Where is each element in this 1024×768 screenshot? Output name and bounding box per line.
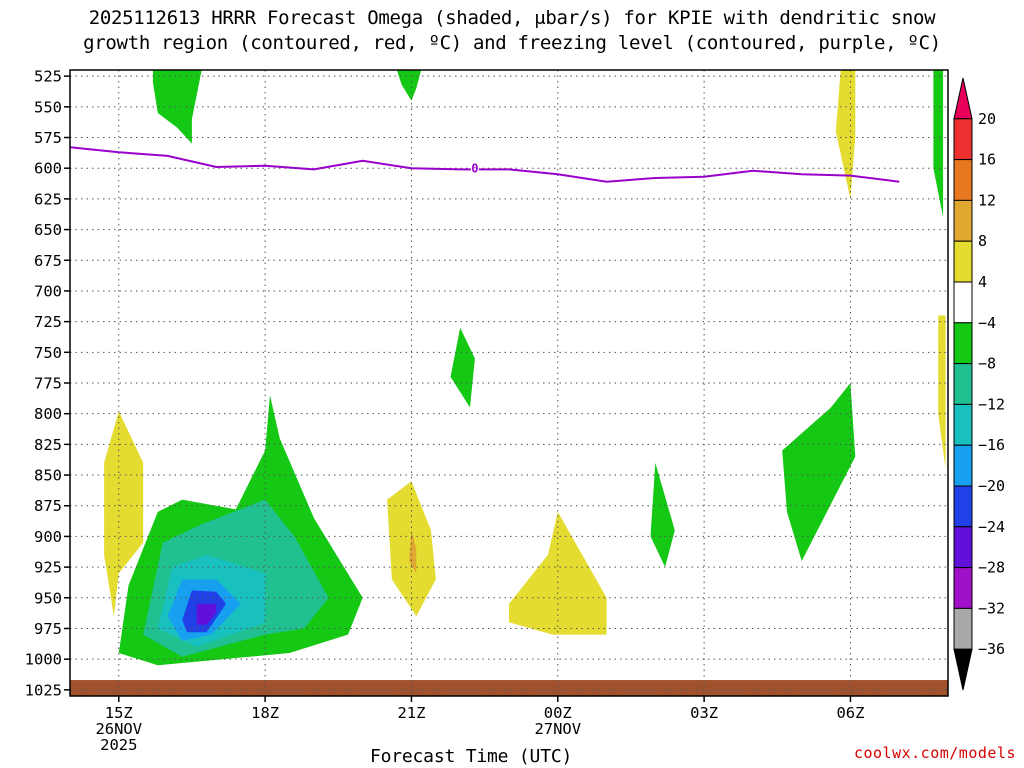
omega-region-1	[396, 70, 422, 101]
colorbar-segment-11	[953, 526, 973, 569]
omega-region-17	[409, 530, 417, 574]
y-tick-label-20: 1025	[25, 681, 62, 699]
colorbar-segment-9	[953, 444, 973, 487]
x-tick-label-0-0: 15Z	[105, 704, 133, 722]
plot-area: 0	[69, 69, 949, 697]
y-tick-label-2: 575	[34, 129, 62, 147]
omega-region-15	[835, 70, 856, 199]
colorbar-label-5: −4	[978, 314, 996, 332]
omega-region-6	[782, 383, 856, 561]
y-tick-label-9: 750	[34, 344, 62, 362]
colorbar-label-12: −32	[978, 599, 1005, 617]
y-tick-label-6: 675	[34, 252, 62, 270]
colorbar-segment-6	[953, 322, 973, 365]
x-tick-label-3-0: 00Z	[544, 704, 572, 722]
x-tick-label-2-0: 21Z	[397, 704, 425, 722]
credit-link[interactable]: coolwx.com/models	[853, 744, 1016, 762]
y-tick-label-11: 800	[34, 405, 62, 423]
omega-region-12	[104, 411, 144, 617]
y-tick-label-8: 725	[34, 313, 62, 331]
colorbar-label-10: −24	[978, 518, 1005, 536]
y-tick-label-4: 625	[34, 190, 62, 208]
colorbar-label-4: 4	[978, 273, 987, 291]
y-tick-label-16: 925	[34, 559, 62, 577]
x-tick-label-4-0: 03Z	[690, 704, 718, 722]
y-tick-label-3: 600	[34, 160, 62, 178]
y-tick-label-7: 700	[34, 282, 62, 300]
colorbar-segment-7	[953, 363, 973, 405]
colorbar-segment-1	[953, 118, 973, 161]
y-tick-label-19: 1000	[25, 651, 62, 669]
colorbar-label-9: −20	[978, 477, 1005, 495]
y-tick-label-13: 850	[34, 467, 62, 485]
y-tick-label-15: 900	[34, 528, 62, 546]
colorbar-segment-5	[953, 281, 973, 324]
omega-region-0	[152, 70, 202, 144]
x-tick-label-5-0: 06Z	[836, 704, 864, 722]
colorbar-segment-13	[953, 607, 973, 650]
colorbar: 20 16 12 8 4 −4 −8 −12 −16 −20 −24 −28 −32 −36	[953, 77, 1005, 691]
colorbar-segment-8	[953, 403, 973, 446]
colorbar-label-8: −16	[978, 436, 1005, 454]
omega-region-11	[196, 603, 217, 625]
colorbar-label-3: 8	[978, 232, 987, 250]
y-tick-label-0: 525	[34, 68, 62, 86]
chart-title-line-2: growth region (contoured, red, ºC) and f…	[83, 32, 941, 54]
colorbar-segment-14	[953, 648, 973, 691]
omega-region-3	[450, 327, 475, 408]
colorbar-label-13: −36	[978, 640, 1005, 658]
chart-title-line-1: 2025112613 HRRR Forecast Omega (shaded, …	[88, 7, 936, 29]
colorbar-segment-0	[953, 77, 973, 120]
omega-region-2	[933, 70, 944, 218]
x-axis-label: Forecast Time (UTC)	[370, 746, 573, 767]
chart-title: 2025112613 HRRR Forecast Omega (shaded, …	[0, 6, 1024, 56]
freezing-level-label: 0	[471, 162, 478, 176]
y-tick-label-18: 975	[34, 620, 62, 638]
plot-content: 0	[70, 70, 948, 696]
y-tick-label-5: 650	[34, 221, 62, 239]
freezing-level-label-bg	[470, 162, 479, 175]
x-tick-label-0-2: 2025	[100, 736, 137, 754]
ground-strip	[70, 680, 948, 696]
colorbar-segment-12	[953, 567, 973, 609]
omega-region-14	[509, 511, 607, 635]
colorbar-label-1: 16	[978, 151, 996, 169]
omega-region-16	[938, 315, 946, 469]
colorbar-label-11: −28	[978, 559, 1005, 577]
y-tick-label-14: 875	[34, 497, 62, 515]
y-tick-label-10: 775	[34, 375, 62, 393]
colorbar-segment-10	[953, 485, 973, 528]
x-tick-label-1-0: 18Z	[251, 704, 279, 722]
x-tick-label-3-1: 27NOV	[534, 720, 581, 738]
colorbar-label-0: 20	[978, 110, 996, 128]
y-axis: 525 550 575 600 625 650 675 700 725 750 775 800 825 8…	[25, 68, 70, 699]
colorbar-segment-2	[953, 159, 973, 201]
x-tick-label-0-1: 26NOV	[95, 720, 142, 738]
y-tick-label-1: 550	[34, 98, 62, 116]
colorbar-segment-4	[953, 240, 973, 283]
omega-region-5	[650, 462, 675, 568]
y-tick-label-12: 825	[34, 436, 62, 454]
colorbar-label-6: −8	[978, 355, 996, 373]
colorbar-label-2: 12	[978, 191, 996, 209]
colorbar-label-7: −12	[978, 395, 1005, 413]
colorbar-segment-3	[953, 199, 973, 242]
y-tick-label-17: 950	[34, 589, 62, 607]
freezing-level-line	[70, 146, 900, 183]
